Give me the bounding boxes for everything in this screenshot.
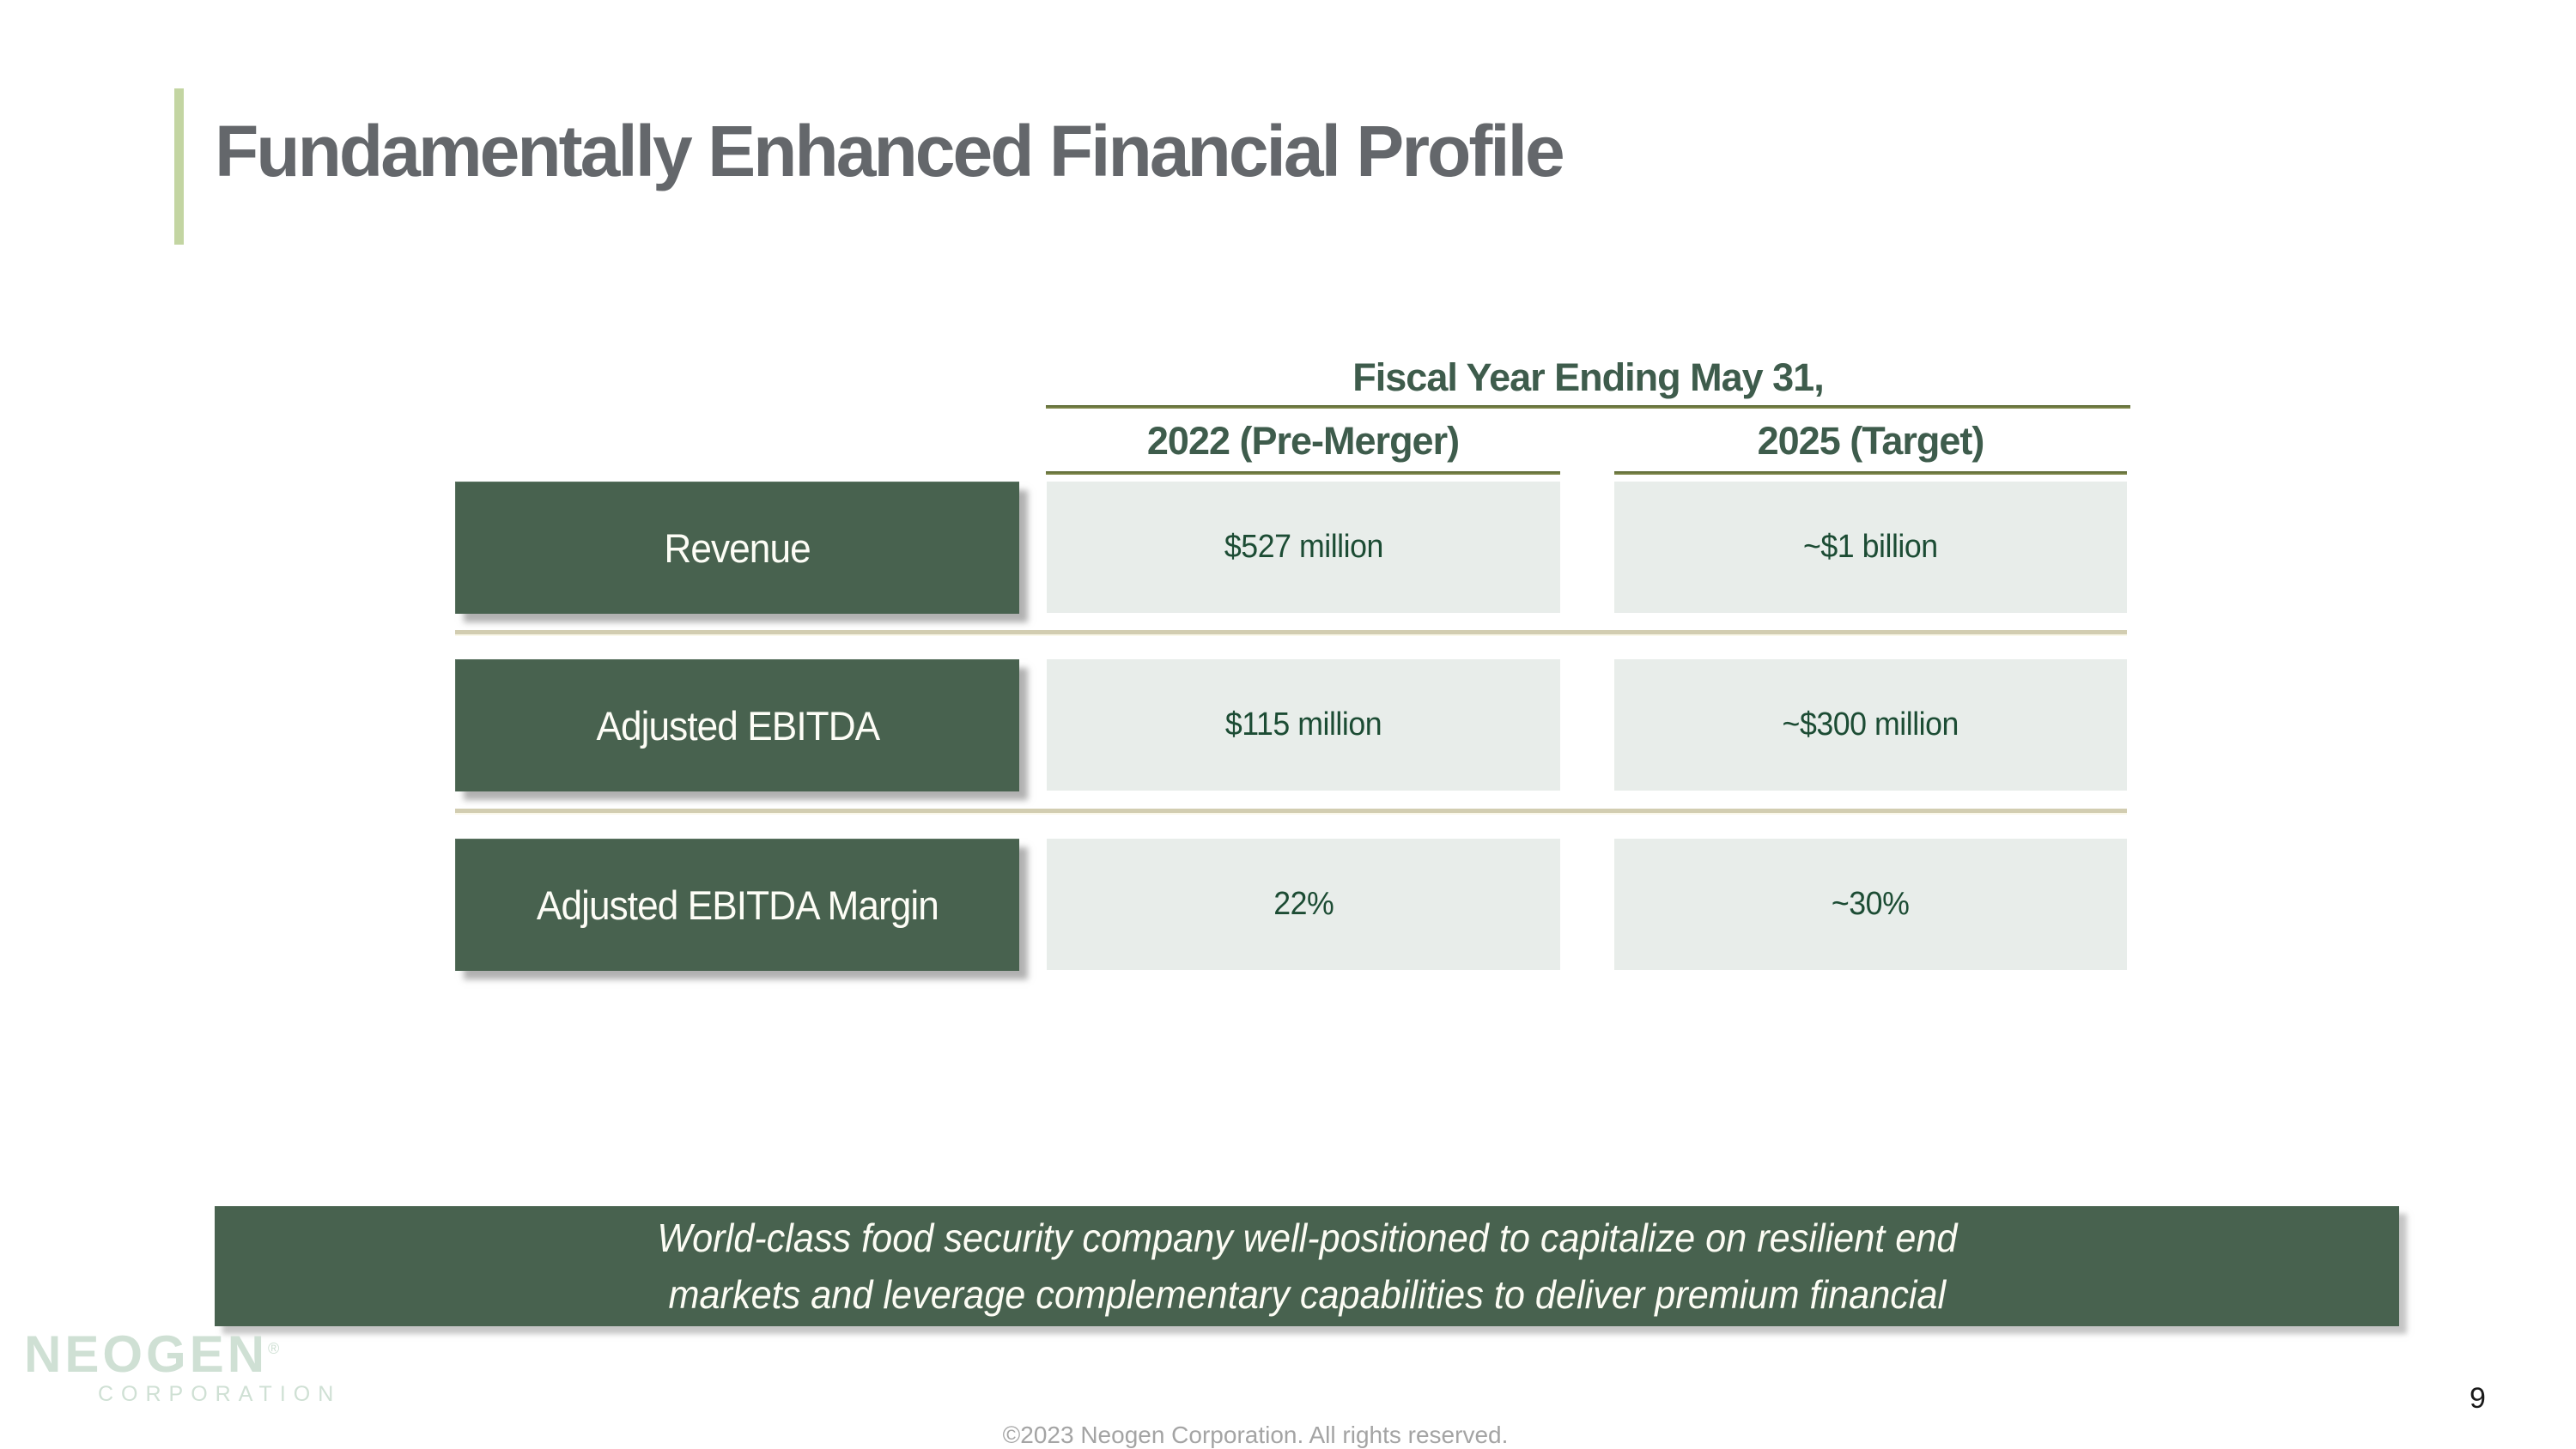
cell-value-text: $527 million [1224, 529, 1383, 565]
cell-value-text: $115 million [1224, 706, 1382, 743]
cell-value-text: ~30% [1832, 886, 1910, 922]
cell-ebitda-2022: $115 million [1047, 659, 1560, 791]
logo-text: NEOGEN® CORPORATION [24, 1329, 341, 1407]
column-underline-2025 [1614, 471, 2127, 475]
row-divider [455, 630, 2127, 636]
column-underline-2022 [1046, 471, 1560, 475]
banner-line-1: World-class food security company well-p… [656, 1216, 1958, 1261]
row-label-text: Adjusted EBITDA [596, 703, 880, 749]
summary-banner: World-class food security company well-p… [215, 1206, 2399, 1326]
cell-revenue-2025: ~$1 billion [1614, 482, 2127, 613]
neogen-logo: NEOGEN® CORPORATION [19, 1329, 333, 1425]
row-label-text: Adjusted EBITDA Margin [536, 882, 939, 928]
logo-name: NEOGEN® [24, 1325, 283, 1383]
title-accent-bar [174, 88, 184, 245]
registered-mark: ® [268, 1340, 283, 1357]
column-header-2025: 2025 (Target) [1757, 419, 1985, 463]
table-group-header: Fiscal Year Ending May 31, [1352, 355, 1824, 399]
copyright-footer: ©2023 Neogen Corporation. All rights res… [1002, 1422, 1509, 1448]
cell-value-text: 22% [1273, 886, 1334, 922]
page-title: Fundamentally Enhanced Financial Profile [215, 111, 1565, 191]
cell-margin-2022: 22% [1047, 839, 1560, 970]
page-number: 9 [2470, 1382, 2486, 1415]
column-header-2022: 2022 (Pre-Merger) [1146, 419, 1460, 463]
cell-revenue-2022: $527 million [1047, 482, 1560, 613]
cell-ebitda-2025: ~$300 million [1614, 659, 2127, 791]
cell-margin-2025: ~30% [1614, 839, 2127, 970]
cell-value-text: ~$1 billion [1803, 529, 1938, 565]
row-label-adjusted-ebitda-margin: Adjusted EBITDA Margin [455, 839, 1019, 971]
row-label-adjusted-ebitda: Adjusted EBITDA [455, 659, 1019, 791]
row-label-revenue: Revenue [455, 482, 1019, 614]
logo-subtext: CORPORATION [98, 1382, 342, 1406]
row-label-text: Revenue [664, 525, 811, 571]
group-header-underline [1046, 405, 2130, 409]
row-divider [455, 809, 2127, 815]
cell-value-text: ~$300 million [1782, 706, 1959, 743]
banner-line-2: markets and leverage complementary capab… [668, 1271, 1946, 1317]
